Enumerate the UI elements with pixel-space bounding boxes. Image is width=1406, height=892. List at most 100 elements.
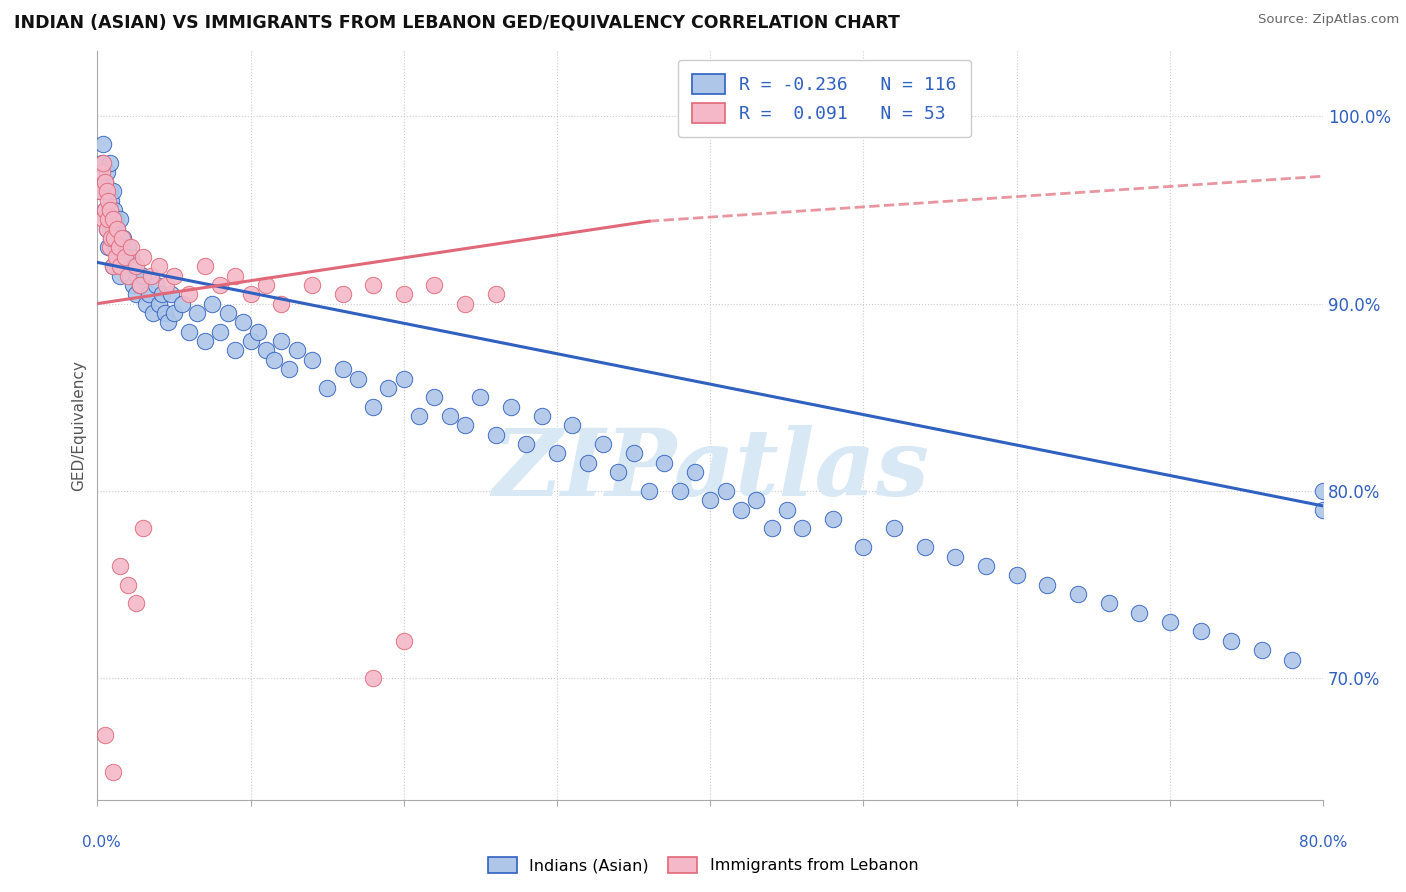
Point (145, 277, 167, 292)
Point (699, 493, 721, 508)
Point (97, 240, 120, 254)
Point (132, 521, 155, 535)
Point (638, 483, 661, 498)
Point (97, 194, 120, 208)
Point (98, 240, 121, 254)
Point (201, 296, 224, 310)
Point (392, 371, 415, 385)
Point (576, 456, 599, 470)
Point (105, 221, 128, 235)
Point (1312, 502, 1334, 516)
Point (1097, 596, 1119, 610)
Legend: Indians (Asian), Immigrants from Lebanon: Indians (Asian), Immigrants from Lebanon (481, 850, 925, 880)
Text: 0.0%: 0.0% (82, 836, 121, 850)
Point (974, 558, 997, 573)
Point (546, 446, 568, 460)
Point (96, 165, 118, 179)
Point (120, 240, 142, 254)
Point (93, 156, 115, 170)
Point (361, 277, 384, 292)
Point (103, 231, 125, 245)
Point (148, 259, 170, 273)
Point (111, 231, 134, 245)
Point (277, 362, 299, 376)
Point (93, 137, 115, 152)
Point (105, 221, 128, 235)
Point (332, 362, 354, 376)
Point (124, 596, 146, 610)
Point (361, 671, 384, 685)
Point (94, 202, 117, 217)
Point (100, 194, 122, 208)
Point (98, 156, 121, 170)
Text: ZIPatlas: ZIPatlas (492, 425, 929, 516)
Point (224, 268, 246, 283)
Point (129, 277, 152, 292)
Point (454, 296, 477, 310)
Point (110, 212, 132, 227)
Point (254, 343, 277, 358)
Text: 80.0%: 80.0% (1299, 836, 1347, 850)
Point (104, 212, 127, 227)
Point (153, 306, 176, 320)
Point (423, 390, 446, 404)
Point (1159, 615, 1181, 629)
Point (776, 502, 799, 516)
Point (232, 315, 254, 329)
Point (439, 409, 461, 423)
Point (392, 633, 415, 648)
Point (392, 287, 415, 301)
Point (852, 540, 875, 554)
Point (104, 240, 127, 254)
Point (408, 409, 430, 423)
Text: Source: ZipAtlas.com: Source: ZipAtlas.com (1258, 13, 1399, 27)
Point (208, 325, 231, 339)
Point (1005, 568, 1028, 582)
Point (111, 259, 134, 273)
Point (301, 352, 323, 367)
Point (124, 287, 146, 301)
Point (347, 371, 370, 385)
Point (117, 577, 139, 591)
Point (263, 352, 285, 367)
Point (194, 334, 217, 348)
Point (122, 259, 145, 273)
Point (117, 268, 139, 283)
Point (1312, 483, 1334, 498)
Point (150, 287, 173, 301)
Point (945, 549, 967, 564)
Point (270, 334, 292, 348)
Point (515, 437, 537, 451)
Point (377, 381, 399, 395)
Point (124, 259, 146, 273)
Point (110, 259, 132, 273)
Point (730, 502, 752, 516)
Point (156, 315, 179, 329)
Point (89, 184, 111, 198)
Point (129, 277, 152, 292)
Point (239, 334, 262, 348)
Point (1189, 624, 1212, 639)
Point (138, 287, 160, 301)
Point (1250, 643, 1272, 657)
Point (163, 268, 186, 283)
Point (652, 456, 675, 470)
Point (1036, 577, 1059, 591)
Point (239, 287, 262, 301)
Point (139, 268, 162, 283)
Point (91, 165, 114, 179)
Point (115, 259, 138, 273)
Point (530, 409, 553, 423)
Point (208, 277, 231, 292)
Point (179, 325, 201, 339)
Point (117, 240, 139, 254)
Point (101, 184, 124, 198)
Point (98, 184, 121, 198)
Point (160, 287, 183, 301)
Point (623, 446, 645, 460)
Point (97, 212, 120, 227)
Point (821, 512, 844, 526)
Point (163, 306, 186, 320)
Point (100, 231, 122, 245)
Point (91, 156, 114, 170)
